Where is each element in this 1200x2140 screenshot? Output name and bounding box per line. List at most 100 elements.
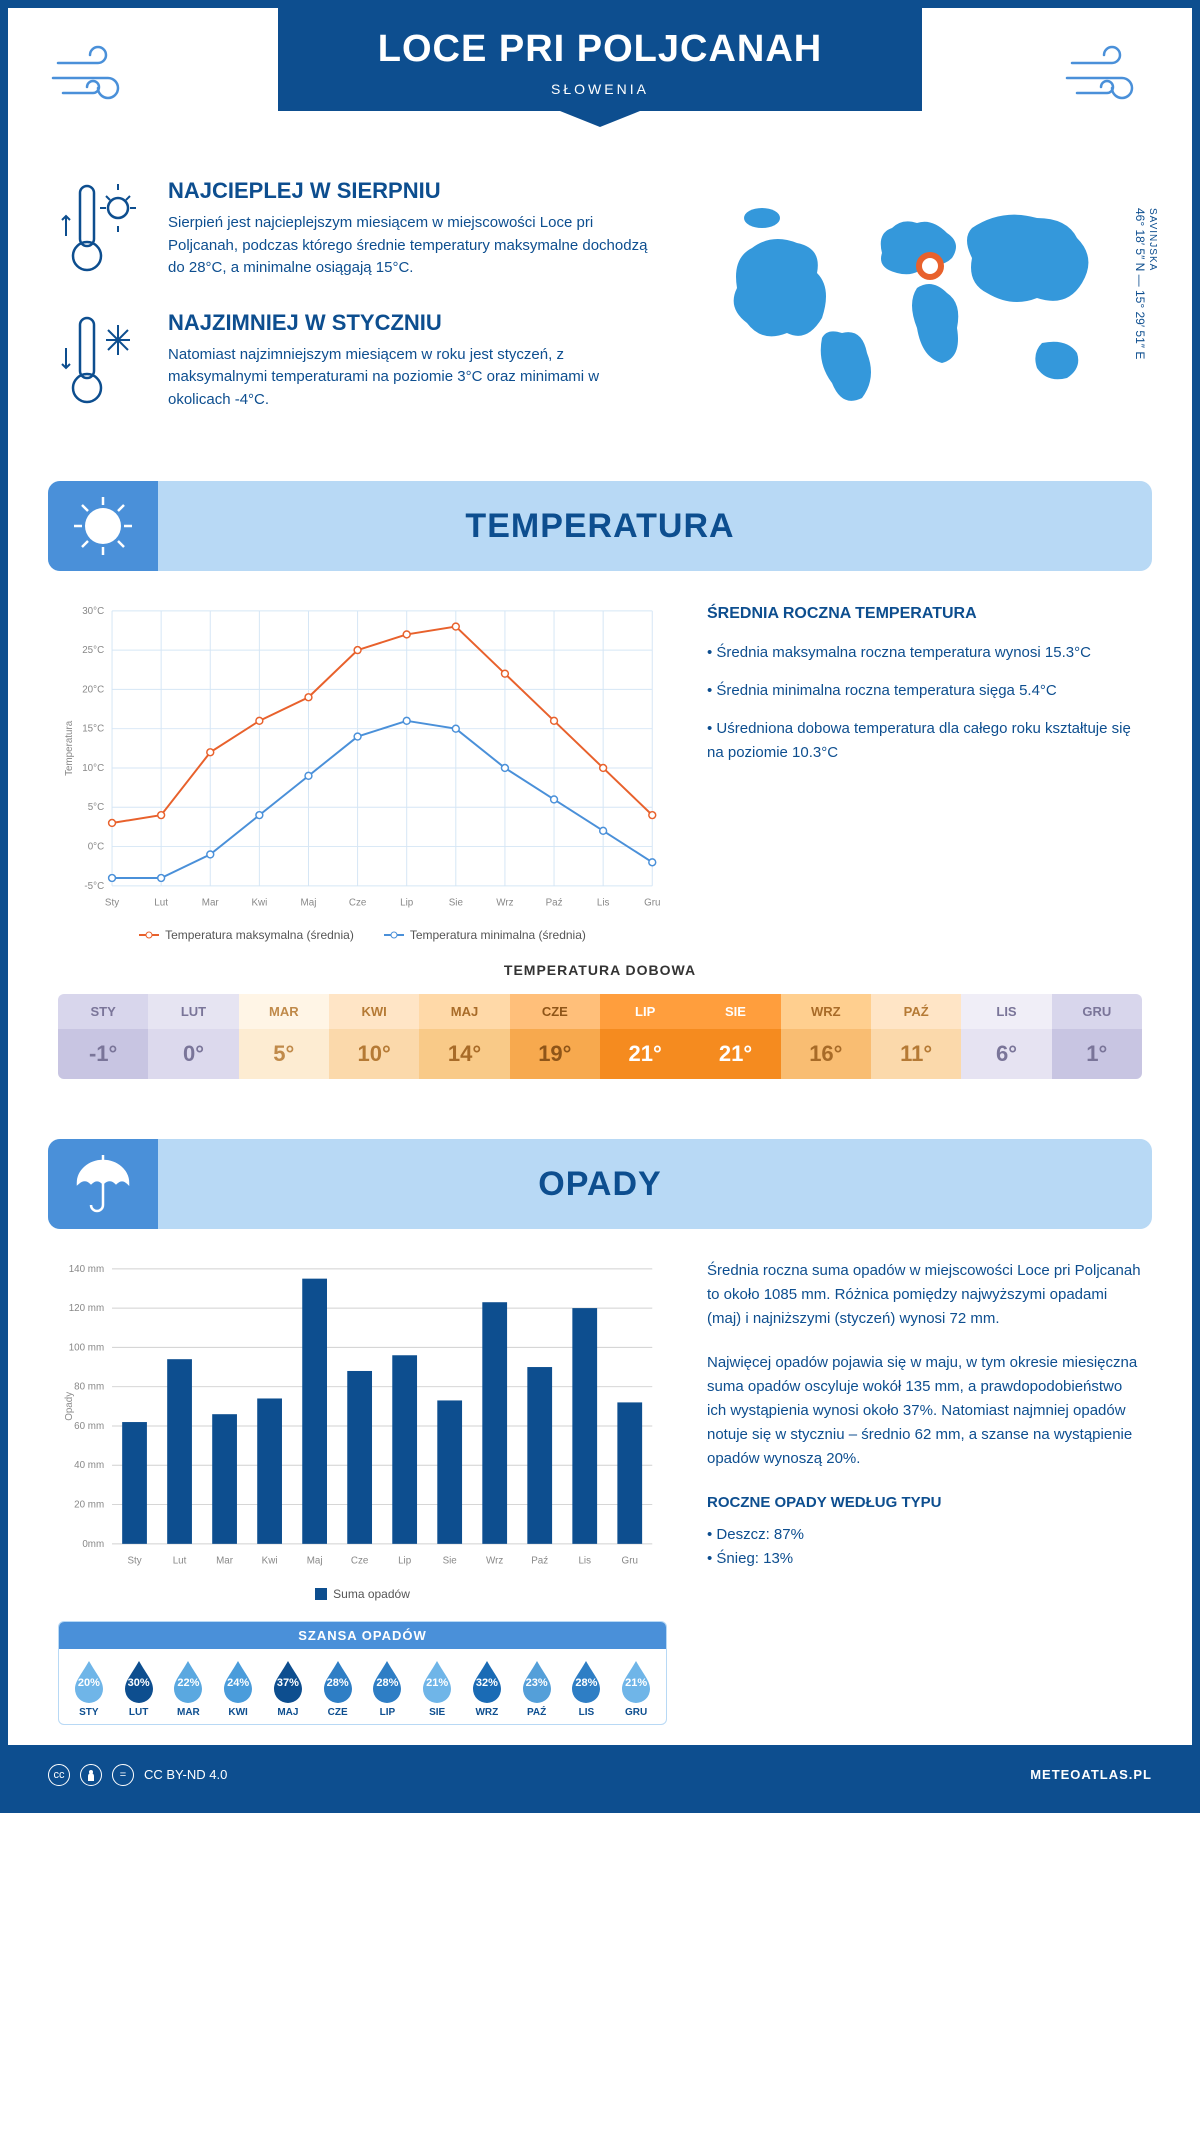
daily-temp-cell: LUT 0°	[148, 994, 238, 1079]
license-text: CC BY-ND 4.0	[144, 1767, 227, 1782]
daily-temp-title: TEMPERATURA DOBOWA	[58, 962, 1142, 978]
precip-p1: Średnia roczna suma opadów w miejscowośc…	[707, 1259, 1142, 1331]
svg-text:Lut: Lut	[154, 897, 168, 908]
raindrop-icon: 24%	[220, 1659, 256, 1703]
chance-cell: 28% LIS	[563, 1659, 611, 1718]
map-column: SAVINJSKA 46° 18′ 5″ N — 15° 29′ 51″ E	[702, 178, 1142, 441]
svg-text:20 mm: 20 mm	[74, 1500, 104, 1511]
raindrop-icon: 21%	[419, 1659, 455, 1703]
daily-temp-cell: GRU 1°	[1052, 994, 1142, 1079]
raindrop-icon: 28%	[369, 1659, 405, 1703]
coordinates: SAVINJSKA 46° 18′ 5″ N — 15° 29′ 51″ E	[1133, 208, 1158, 359]
chance-cell: 28% CZE	[314, 1659, 362, 1718]
svg-text:Paź: Paź	[531, 1556, 548, 1567]
coldest-body: Natomiast najzimniejszym miesiącem w rok…	[168, 344, 662, 412]
svg-text:Gru: Gru	[644, 897, 660, 908]
temperature-section: -5°C0°C5°C10°C15°C20°C25°C30°CStyLutMarK…	[8, 601, 1192, 962]
temperature-heading: TEMPERATURA	[465, 507, 734, 546]
svg-text:60 mm: 60 mm	[74, 1421, 104, 1432]
daily-temp-cell: LIP 21°	[600, 994, 690, 1079]
umbrella-icon	[48, 1139, 158, 1229]
daily-temp-cell: SIE 21°	[690, 994, 780, 1079]
daily-temp-cell: STY -1°	[58, 994, 148, 1079]
chance-cell: 21% GRU	[612, 1659, 660, 1718]
raindrop-icon: 21%	[618, 1659, 654, 1703]
svg-text:0mm: 0mm	[82, 1539, 104, 1550]
legend-min: Temperatura minimalna (średnia)	[410, 928, 586, 942]
svg-text:Mar: Mar	[216, 1556, 234, 1567]
footer: cc = CC BY-ND 4.0 METEOATLAS.PL	[8, 1745, 1192, 1805]
svg-text:Lip: Lip	[398, 1556, 412, 1567]
svg-text:Cze: Cze	[351, 1556, 369, 1567]
temp-legend: Temperatura maksymalna (średnia) Tempera…	[58, 928, 667, 942]
thermometer-hot-icon	[58, 178, 148, 278]
page-subtitle: SŁOWENIA	[378, 81, 822, 97]
svg-text:0°C: 0°C	[88, 842, 104, 853]
chance-cell: 24% KWI	[214, 1659, 262, 1718]
precipitation-chart: 0mm20 mm40 mm60 mm80 mm100 mm120 mm140 m…	[58, 1259, 667, 1600]
temperature-summary: ŚREDNIA ROCZNA TEMPERATURA • Średnia mak…	[707, 601, 1142, 942]
chance-cell: 21% SIE	[413, 1659, 461, 1718]
raindrop-icon: 37%	[270, 1659, 306, 1703]
daily-temp-cell: MAR 5°	[239, 994, 329, 1079]
svg-text:20°C: 20°C	[82, 684, 104, 695]
chance-title: SZANSA OPADÓW	[59, 1622, 666, 1649]
page-title: LOCE PRI POLJCANAH	[378, 28, 822, 71]
world-map	[702, 178, 1142, 438]
temp-bullet: • Średnia maksymalna roczna temperatura …	[707, 641, 1142, 665]
chance-cell: 28% LIP	[364, 1659, 412, 1718]
svg-text:Gru: Gru	[622, 1556, 638, 1567]
temp-bullet: • Średnia minimalna roczna temperatura s…	[707, 679, 1142, 703]
precip-type-heading: ROCZNE OPADY WEDŁUG TYPU	[707, 1491, 1142, 1515]
svg-text:Paź: Paź	[546, 897, 563, 908]
raindrop-icon: 28%	[568, 1659, 604, 1703]
svg-text:Opady: Opady	[64, 1392, 75, 1421]
chance-cell: 30% LUT	[115, 1659, 163, 1718]
svg-text:Wrz: Wrz	[486, 1556, 503, 1567]
header: LOCE PRI POLJCANAH SŁOWENIA	[8, 8, 1192, 158]
legend-max: Temperatura maksymalna (średnia)	[165, 928, 354, 942]
svg-text:Maj: Maj	[301, 897, 317, 908]
svg-text:Mar: Mar	[202, 897, 220, 908]
daily-temp-cell: LIS 6°	[961, 994, 1051, 1079]
svg-text:100 mm: 100 mm	[69, 1343, 104, 1354]
nd-icon: =	[112, 1764, 134, 1786]
warmest-block: NAJCIEPLEJ W SIERPNIU Sierpień jest najc…	[58, 178, 662, 280]
raindrop-icon: 32%	[469, 1659, 505, 1703]
intro-section: NAJCIEPLEJ W SIERPNIU Sierpień jest najc…	[8, 158, 1192, 471]
svg-text:Temperatura: Temperatura	[64, 720, 75, 776]
precipitation-banner: OPADY	[48, 1139, 1152, 1229]
chance-cell: 23% PAŹ	[513, 1659, 561, 1718]
raindrop-icon: 23%	[519, 1659, 555, 1703]
chance-cell: 20% STY	[65, 1659, 113, 1718]
temperature-chart: -5°C0°C5°C10°C15°C20°C25°C30°CStyLutMarK…	[58, 601, 667, 942]
svg-text:120 mm: 120 mm	[69, 1303, 104, 1314]
chance-cell: 32% WRZ	[463, 1659, 511, 1718]
svg-text:30°C: 30°C	[82, 606, 104, 617]
title-banner: LOCE PRI POLJCANAH SŁOWENIA	[278, 8, 922, 111]
svg-text:Sty: Sty	[127, 1556, 141, 1567]
precipitation-chance-box: SZANSA OPADÓW 20% STY 30% LUT 22% MAR 24…	[58, 1621, 667, 1725]
svg-text:Lis: Lis	[597, 897, 610, 908]
by-icon	[80, 1764, 102, 1786]
svg-text:Sty: Sty	[105, 897, 119, 908]
chance-cell: 22% MAR	[165, 1659, 213, 1718]
svg-text:40 mm: 40 mm	[74, 1461, 104, 1472]
precip-type-bullet: • Deszcz: 87%	[707, 1523, 1142, 1547]
site-name: METEOATLAS.PL	[1030, 1767, 1152, 1782]
coldest-title: NAJZIMNIEJ W STYCZNIU	[168, 310, 662, 336]
svg-text:Lut: Lut	[173, 1556, 187, 1567]
intro-text-column: NAJCIEPLEJ W SIERPNIU Sierpień jest najc…	[58, 178, 662, 441]
svg-text:80 mm: 80 mm	[74, 1382, 104, 1393]
daily-temp-cell: WRZ 16°	[781, 994, 871, 1079]
coords-text: 46° 18′ 5″ N — 15° 29′ 51″ E	[1133, 208, 1147, 359]
temp-summary-heading: ŚREDNIA ROCZNA TEMPERATURA	[707, 601, 1142, 627]
daily-temp-cell: KWI 10°	[329, 994, 419, 1079]
wind-icon	[1062, 38, 1152, 120]
svg-text:25°C: 25°C	[82, 645, 104, 656]
precip-legend: Suma opadów	[333, 1587, 410, 1601]
warmest-title: NAJCIEPLEJ W SIERPNIU	[168, 178, 662, 204]
thermometer-cold-icon	[58, 310, 148, 410]
daily-temperature-table: TEMPERATURA DOBOWA STY -1° LUT 0° MAR 5°…	[8, 962, 1192, 1129]
svg-text:5°C: 5°C	[88, 802, 104, 813]
